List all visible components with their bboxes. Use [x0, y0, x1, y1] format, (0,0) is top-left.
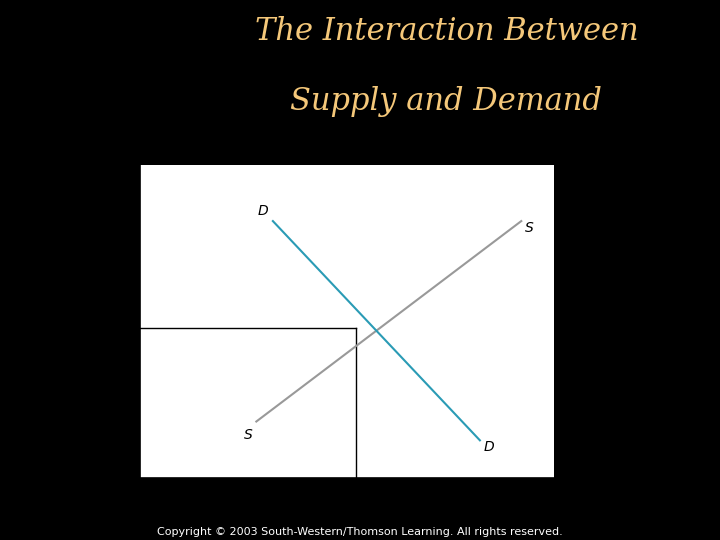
Text: S: S [243, 428, 252, 442]
Text: The Interaction Between: The Interaction Between [255, 16, 638, 47]
Text: D: D [484, 440, 495, 454]
Text: $Q_1$: $Q_1$ [346, 500, 365, 516]
Text: Copyright © 2003 South-Western/Thomson Learning. All rights reserved.: Copyright © 2003 South-Western/Thomson L… [157, 527, 563, 537]
Text: $P_1$: $P_1$ [100, 319, 115, 336]
Text: S: S [526, 221, 534, 235]
Text: Quantity: Quantity [318, 516, 377, 530]
Text: Supply and Demand: Supply and Demand [290, 86, 603, 117]
Text: Price: Price [112, 138, 145, 152]
Text: D: D [258, 204, 269, 218]
